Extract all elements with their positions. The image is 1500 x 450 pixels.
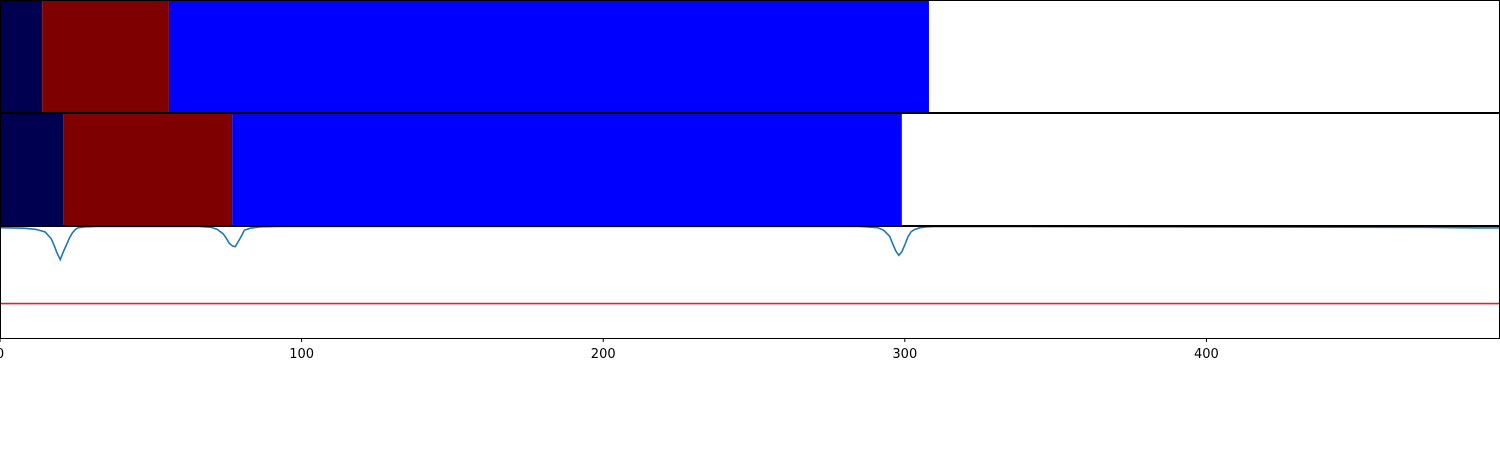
series-line-0 xyxy=(0,226,1499,262)
x-tick-label: 0 xyxy=(0,347,4,362)
line-panel-bottom: 0 100 200 300 400 xyxy=(0,226,1500,362)
segment-panel-top xyxy=(0,0,1500,113)
x-tick-label: 100 xyxy=(289,347,314,362)
segment-bar-0-0 xyxy=(0,0,43,112)
segment-bar-1-1 xyxy=(63,113,233,225)
segment-panel-middle xyxy=(0,113,1500,226)
segment-bar-1-2 xyxy=(232,113,902,225)
axes-frame-2 xyxy=(0,226,1500,339)
segment-bar-0-2 xyxy=(168,0,929,112)
segment-bar-0-1 xyxy=(42,0,169,112)
x-tick-label: 300 xyxy=(892,347,917,362)
x-tick-label: 200 xyxy=(591,347,616,362)
x-tick-label: 400 xyxy=(1194,347,1219,362)
segment-bar-1-0 xyxy=(0,113,64,225)
